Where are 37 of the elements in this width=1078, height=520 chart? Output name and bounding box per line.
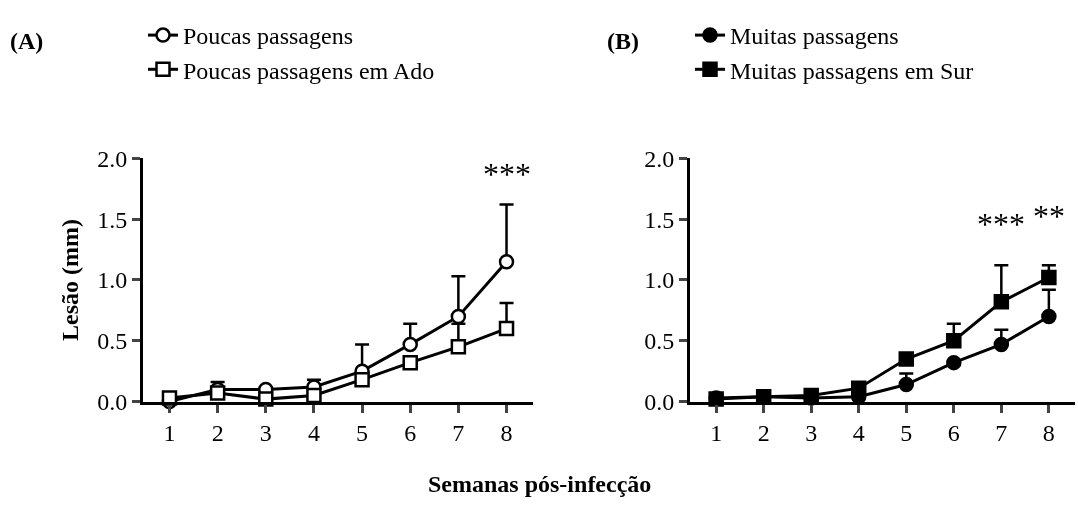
x-tick-label: 7 (452, 420, 465, 447)
x-tick-label: 1 (710, 420, 723, 447)
x-tick-label: 7 (995, 420, 1008, 447)
y-tick-label: 1.0 (644, 267, 675, 294)
x-tick-label: 4 (307, 420, 320, 447)
x-tick-label: 8 (500, 420, 513, 447)
y-tick-label: 1.5 (644, 206, 675, 233)
x-tick-label: 5 (356, 420, 369, 447)
x-tick-label: 3 (805, 420, 818, 447)
y-axis-title: Lesão (mm) (57, 218, 84, 341)
x-tick-label: 6 (404, 420, 417, 447)
legend-label: Poucas passagens (183, 23, 353, 50)
y-tick-label: 0.0 (97, 388, 128, 415)
x-tick-label: 2 (211, 420, 224, 447)
x-tick-label: 5 (900, 420, 913, 447)
x-tick-label: 2 (757, 420, 770, 447)
chart-title: (A) (10, 28, 44, 54)
y-tick-label: 1.5 (97, 206, 128, 233)
x-tick-label: 8 (1042, 420, 1055, 447)
x-tick-label: 4 (852, 420, 865, 447)
y-tick-label: 0.5 (97, 328, 128, 355)
chart-title: (B) (607, 28, 639, 54)
x-tick-label: 6 (947, 420, 960, 447)
annotation: *** (977, 206, 1025, 242)
y-tick-label: 2.0 (644, 145, 675, 172)
x-tick-label: 3 (259, 420, 272, 447)
y-tick-label: 1.0 (97, 267, 128, 294)
y-tick-label: 2.0 (97, 145, 128, 172)
legend-label: Muitas passagens (730, 23, 899, 50)
y-tick-label: 0.5 (644, 328, 675, 355)
annotation: *** (483, 156, 531, 192)
x-axis-title: Semanas pós-infecção (428, 471, 652, 497)
legend-label: Muitas passagens em Sur (730, 57, 974, 84)
annotation: ** (1033, 198, 1065, 234)
x-tick-label: 1 (163, 420, 176, 447)
y-tick-label: 0.0 (644, 388, 675, 415)
legend-label: Poucas passagens em Ado (183, 57, 435, 84)
